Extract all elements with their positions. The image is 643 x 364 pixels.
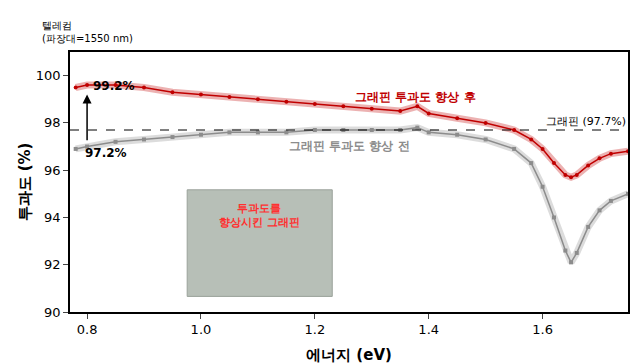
svg-text:97.2%: 97.2% (85, 146, 127, 160)
svg-text:90: 90 (44, 305, 61, 320)
svg-text:1.0: 1.0 (191, 322, 212, 337)
svg-text:99.2%: 99.2% (93, 79, 135, 93)
svg-text:투과도 (%): 투과도 (%) (16, 143, 34, 222)
svg-text:1.2: 1.2 (304, 322, 325, 337)
svg-text:94: 94 (44, 210, 61, 225)
svg-text:1.4: 1.4 (418, 322, 439, 337)
svg-text:에너지 (eV): 에너지 (eV) (306, 346, 392, 364)
svg-text:0.8: 0.8 (77, 322, 98, 337)
svg-text:98: 98 (44, 115, 61, 130)
svg-text:96: 96 (44, 163, 61, 178)
svg-text:92: 92 (44, 257, 61, 272)
svg-text:100: 100 (36, 68, 61, 83)
svg-text:그래핀 투과도 향상 전: 그래핀 투과도 향상 전 (289, 139, 410, 153)
svg-text:투과도를향상시킨 그래핀: 투과도를향상시킨 그래핀 (219, 202, 300, 229)
svg-text:1.6: 1.6 (532, 322, 553, 337)
svg-text:텔레컴(파장대=1550 nm): 텔레컴(파장대=1550 nm) (42, 20, 133, 44)
svg-text:그래핀 투과도 향상 후: 그래핀 투과도 향상 후 (355, 90, 476, 104)
svg-text:그래핀 (97.7%): 그래핀 (97.7%) (546, 115, 626, 128)
